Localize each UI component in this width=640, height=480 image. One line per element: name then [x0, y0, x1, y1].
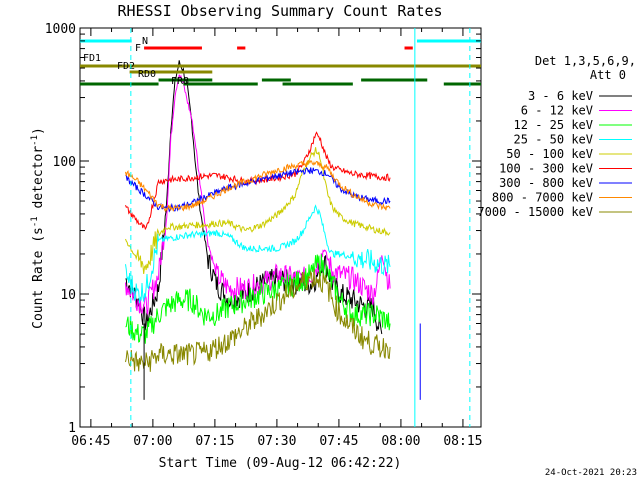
- x-tick-label-0: 06:45: [71, 434, 110, 449]
- series-line-7: [125, 159, 391, 213]
- x-tick-label-5: 08:00: [381, 434, 420, 449]
- vertical-markers: [130, 28, 471, 427]
- series-line-1: [125, 74, 391, 315]
- legend-label-1: 6 - 12 keV: [521, 104, 593, 118]
- x-tick-label-1: 07:00: [133, 434, 172, 449]
- series-line-4: [125, 147, 391, 275]
- legend-label-4: 50 - 100 keV: [506, 147, 593, 161]
- y-axis-label-part3: ): [31, 127, 46, 135]
- x-tick-label-4: 07:45: [319, 434, 358, 449]
- x-tick-label-2: 07:15: [195, 434, 234, 449]
- plot-frame: [79, 27, 482, 428]
- legend-label-5: 100 - 300 keV: [499, 162, 593, 176]
- flag-label-fd1: FD1: [83, 53, 101, 64]
- x-axis-label: Start Time (09-Aug-12 06:42:22): [159, 456, 402, 471]
- legend-label-3: 25 - 50 keV: [514, 133, 593, 147]
- generation-timestamp: 24-Oct-2021 20:23: [545, 468, 637, 478]
- y-tick-label-2: 100: [53, 155, 76, 170]
- series-line-6: [125, 166, 391, 213]
- x-axis-ticks: 06:45 07:00 07:15 07:30 07:45 08:00 08:15: [71, 28, 483, 449]
- flag-label-fd2: FD2: [117, 61, 135, 72]
- legend-label-6: 300 - 800 keV: [499, 176, 593, 190]
- series-layer: [125, 60, 421, 400]
- y-tick-label-3: 1000: [45, 22, 76, 37]
- flag-label-rd0: RD0: [138, 69, 156, 80]
- y-tick-label-0: 1: [68, 421, 76, 436]
- chart-title: RHESSI Observing Summary Count Rates: [117, 2, 442, 20]
- y-axis-label: Count Rate (s-1 detector-1): [30, 127, 46, 329]
- legend-header-attenuator: Att 0: [590, 68, 626, 82]
- y-axis-ticks: 1 10 100 1000: [45, 22, 481, 436]
- y-axis-label-part1: Count Rate (s: [31, 227, 46, 329]
- series-line-3: [125, 204, 391, 304]
- flag-label-n: N: [142, 36, 148, 47]
- legend-label-0: 3 - 6 keV: [528, 89, 593, 103]
- legend-header-detectors: Det 1,3,5,6,9,: [535, 54, 636, 68]
- y-axis-label-part2: detector: [31, 146, 46, 217]
- flag-label-f: F: [135, 43, 141, 54]
- x-tick-label-6: 08:15: [443, 434, 482, 449]
- legend-label-2: 12 - 25 keV: [514, 118, 593, 132]
- y-axis-label-sup1: -1: [30, 216, 40, 227]
- legend-label-7: 800 - 7000 keV: [492, 191, 593, 205]
- flag-label-fr8: FR8: [171, 76, 189, 87]
- x-tick-label-3: 07:30: [257, 434, 296, 449]
- legend-label-8: 7000 - 15000 keV: [477, 205, 593, 219]
- y-axis-label-sup2: -1: [30, 135, 40, 146]
- series-line-2: [125, 254, 391, 344]
- y-tick-label-1: 10: [60, 288, 76, 303]
- series-line-8: [125, 269, 391, 372]
